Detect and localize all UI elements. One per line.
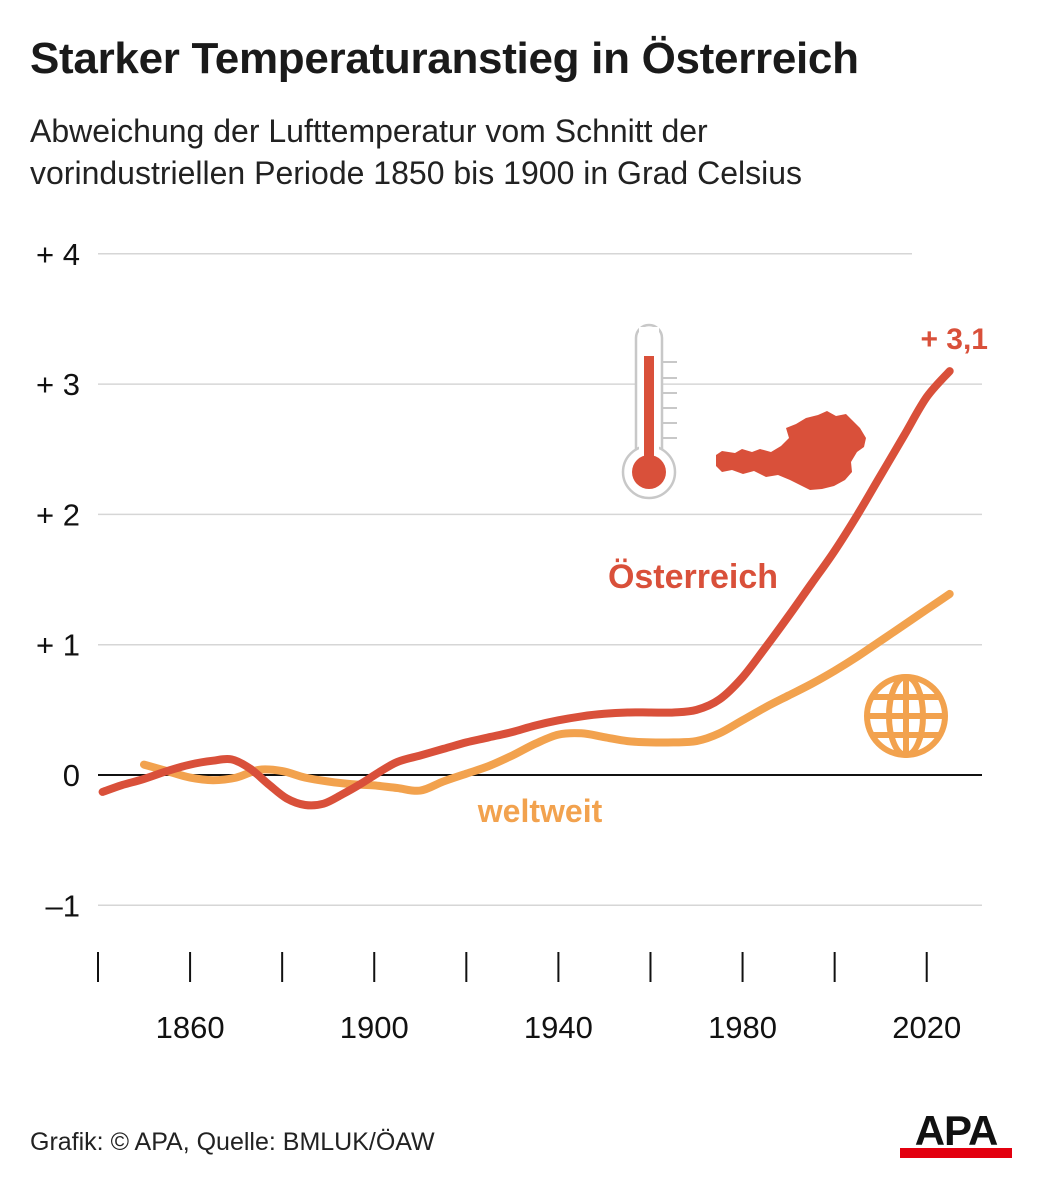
y-tick-label: + 1 <box>36 628 80 663</box>
austria-map-icon <box>716 411 866 490</box>
y-axis-tick-labels: –1 0 + 1 + 2 + 3 + 4 <box>36 237 80 924</box>
x-tick-label: 2020 <box>892 1010 961 1045</box>
y-tick-label: + 4 <box>36 237 80 272</box>
x-axis-ticks: 1860 1900 1940 1980 2020 <box>97 952 961 1045</box>
chart-title: Starker Temperaturanstieg in Österreich <box>30 34 859 83</box>
series-lines <box>98 367 954 810</box>
end-value-label-oesterreich: + 3,1 <box>920 323 988 356</box>
series-label-oesterreich: Österreich <box>608 558 778 596</box>
x-tick-label: 1860 <box>156 1010 225 1045</box>
apa-logo: APA <box>900 1108 1012 1158</box>
globe-icon <box>864 674 948 758</box>
x-tick-label: 1980 <box>708 1010 777 1045</box>
y-tick-label: 0 <box>63 758 80 793</box>
subtitle-line-1: Abweichung der Lufttemperatur vom Schnit… <box>30 113 708 149</box>
thermometer-icon <box>621 323 677 500</box>
x-tick-label: 1940 <box>524 1010 593 1045</box>
subtitle-line-2: vorindustriellen Periode 1850 bis 1900 i… <box>30 155 802 191</box>
series-line-oesterreich <box>98 367 954 810</box>
y-tick-label: –1 <box>46 888 80 923</box>
series-line-weltweit <box>140 589 954 795</box>
apa-logo-text: APA <box>915 1108 998 1154</box>
y-tick-label: + 3 <box>36 367 80 402</box>
chart-subtitle: Abweichung der Lufttemperatur vom Schnit… <box>30 110 1010 194</box>
apa-logo-bar <box>900 1148 1012 1158</box>
x-tick-label: 1900 <box>340 1010 409 1045</box>
line-chart: –1 0 + 1 + 2 + 3 + 4 1860 1900 1940 1980 2020 Öst… <box>36 237 988 1045</box>
source-note: Grafik: © APA, Quelle: BMLUK/ÖAW <box>30 1128 435 1156</box>
y-tick-label: + 2 <box>36 497 80 532</box>
series-label-weltweit: weltweit <box>477 793 603 829</box>
